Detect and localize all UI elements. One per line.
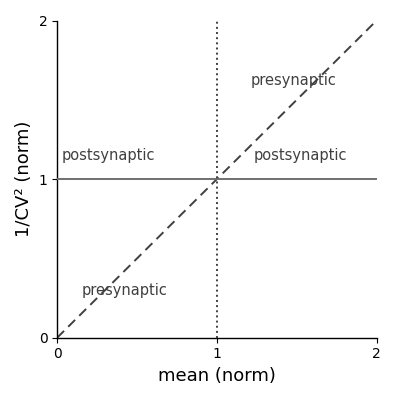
- Text: presynaptic: presynaptic: [81, 283, 167, 298]
- X-axis label: mean (norm): mean (norm): [158, 367, 276, 385]
- Text: postsynaptic: postsynaptic: [61, 148, 155, 163]
- Text: presynaptic: presynaptic: [251, 73, 337, 88]
- Y-axis label: 1/CV² (norm): 1/CV² (norm): [15, 121, 33, 237]
- Text: postsynaptic: postsynaptic: [253, 148, 347, 163]
